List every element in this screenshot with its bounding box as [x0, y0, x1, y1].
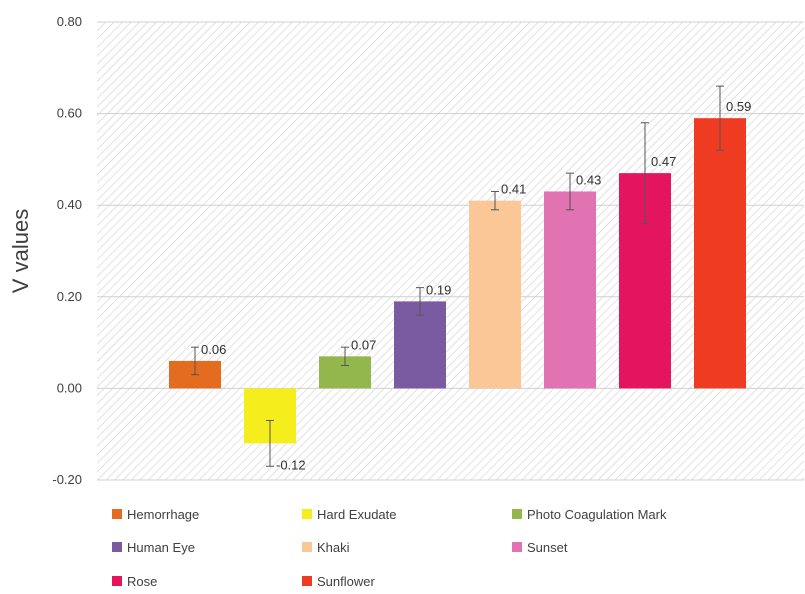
- error-bar: [191, 346, 199, 376]
- y-tick-label: 0.80: [57, 14, 82, 29]
- legend-item: Sunset: [512, 540, 568, 555]
- legend-swatch: [302, 576, 312, 586]
- error-bar: [566, 172, 574, 211]
- legend: Hemorrhage Hard Exudate Photo Coagulation …: [112, 507, 667, 589]
- legend-label: Human Eye: [127, 540, 195, 555]
- legend-item: Khaki: [302, 540, 350, 555]
- legend-swatch: [112, 576, 122, 586]
- plot-area: [97, 22, 804, 480]
- bar-khaki: [469, 200, 521, 389]
- error-bar: [341, 346, 349, 366]
- y-tick-label: 0.00: [57, 380, 82, 395]
- data-labels: 0.06 -0.12 0.07 0.19 0.41 0.43 0.47 0.59: [201, 99, 751, 472]
- bar-human-eye: [394, 301, 446, 389]
- y-tick-label: 0.40: [57, 197, 82, 212]
- error-bar: [491, 190, 499, 211]
- legend-swatch: [302, 509, 312, 519]
- legend-swatch: [512, 509, 522, 519]
- y-axis-title: V values: [8, 209, 33, 293]
- y-tick-label: 0.20: [57, 289, 82, 304]
- legend-swatch: [302, 542, 312, 552]
- legend-label: Rose: [127, 574, 157, 589]
- error-bar: [641, 122, 649, 225]
- legend-label: Hemorrhage: [127, 507, 199, 522]
- error-bar: [416, 287, 424, 316]
- data-label: 0.47: [651, 154, 676, 169]
- legend-item: Sunflower: [302, 574, 375, 589]
- legend-label: Photo Coagulation Mark: [527, 507, 667, 522]
- error-bar: [266, 419, 274, 467]
- legend-item: Human Eye: [112, 540, 195, 555]
- legend-item: Hard Exudate: [302, 507, 397, 522]
- legend-item: Photo Coagulation Mark: [512, 507, 667, 522]
- y-tick-label: -0.20: [52, 472, 82, 487]
- bar-sunflower: [694, 118, 746, 389]
- legend-swatch: [112, 509, 122, 519]
- data-label: -0.12: [276, 457, 306, 472]
- gridlines: [97, 21, 804, 481]
- legend-label: Sunset: [527, 540, 568, 555]
- error-bars: [191, 85, 724, 467]
- legend-label: Khaki: [317, 540, 350, 555]
- legend-item: Rose: [112, 574, 157, 589]
- error-bar: [716, 85, 724, 151]
- legend-swatch: [512, 542, 522, 552]
- legend-label: Sunflower: [317, 574, 375, 589]
- legend-item: Hemorrhage: [112, 507, 199, 522]
- data-label: 0.06: [201, 342, 226, 357]
- data-label: 0.07: [351, 337, 376, 352]
- data-label: 0.19: [426, 282, 451, 297]
- legend-label: Hard Exudate: [317, 507, 397, 522]
- bar-sunset: [544, 191, 596, 389]
- data-label: 0.43: [576, 172, 601, 187]
- y-tick-label: 0.60: [57, 106, 82, 121]
- data-label: 0.59: [726, 99, 751, 114]
- y-axis-ticks: 0.80 0.60 0.40 0.20 0.00 -0.20: [52, 14, 82, 487]
- data-label: 0.41: [501, 182, 526, 197]
- legend-swatch: [112, 542, 122, 552]
